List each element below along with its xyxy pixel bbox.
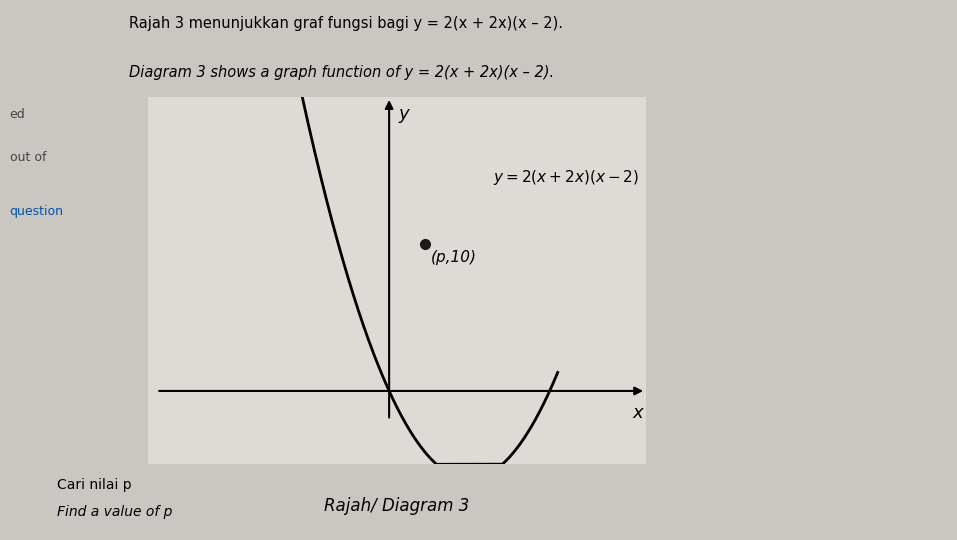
- Text: Rajah/ Diagram 3: Rajah/ Diagram 3: [324, 497, 470, 515]
- Text: (p,10): (p,10): [431, 250, 477, 265]
- Text: Rajah 3 menunjukkan graf fungsi bagi y = 2(x + 2x)(x – 2).: Rajah 3 menunjukkan graf fungsi bagi y =…: [129, 16, 564, 31]
- Text: $y = 2(x + 2x)(x - 2)$: $y = 2(x + 2x)(x - 2)$: [494, 168, 639, 187]
- Text: Cari nilai p: Cari nilai p: [57, 478, 132, 492]
- Text: y: y: [399, 105, 410, 123]
- Text: question: question: [10, 205, 63, 218]
- Text: out of: out of: [10, 151, 46, 164]
- Text: x: x: [633, 404, 643, 422]
- Text: ed: ed: [10, 108, 25, 121]
- Text: Diagram 3 shows a graph function of y = 2(x + 2x)(x – 2).: Diagram 3 shows a graph function of y = …: [129, 65, 554, 80]
- Text: Find a value of p: Find a value of p: [57, 505, 173, 519]
